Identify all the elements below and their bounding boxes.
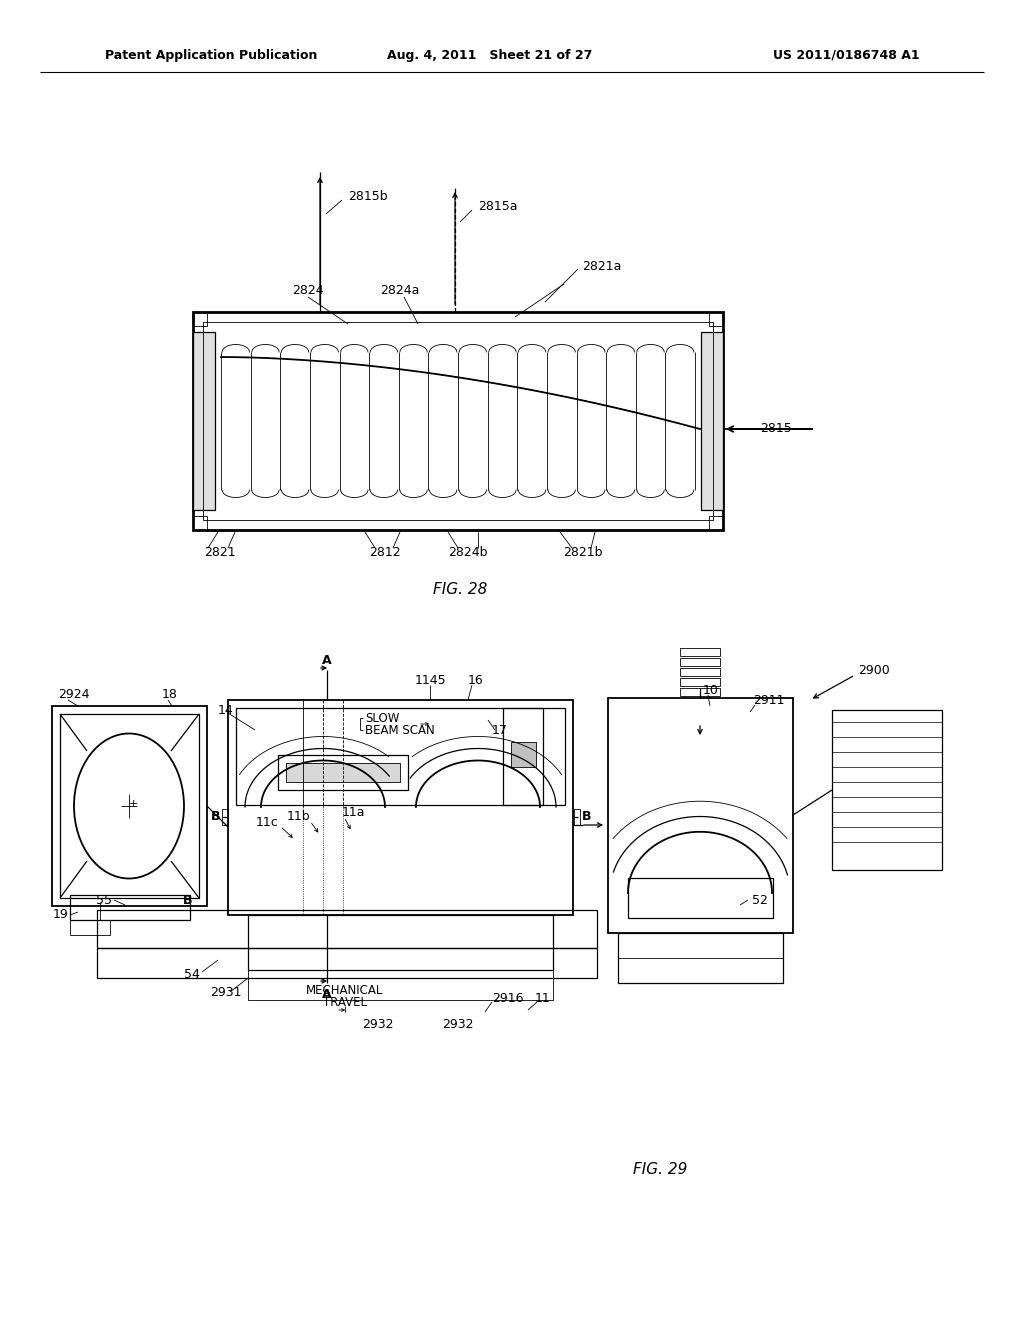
- Text: FIG. 29: FIG. 29: [633, 1163, 687, 1177]
- Bar: [60, 714, 199, 898]
- Text: 2824: 2824: [292, 284, 324, 297]
- Text: 14: 14: [218, 704, 233, 717]
- Text: 2900: 2900: [858, 664, 890, 676]
- Bar: [618, 933, 783, 983]
- Text: FIG. 28: FIG. 28: [433, 582, 487, 598]
- Text: 2932: 2932: [442, 1019, 474, 1031]
- Text: TRAVEL: TRAVEL: [323, 997, 367, 1010]
- Bar: [203, 322, 713, 520]
- Bar: [701, 333, 723, 510]
- Text: 2824b: 2824b: [449, 545, 487, 558]
- Text: 2916: 2916: [492, 991, 523, 1005]
- Text: 2821b: 2821b: [563, 545, 603, 558]
- Text: B: B: [582, 810, 592, 824]
- Bar: [709, 312, 723, 326]
- Text: 16: 16: [468, 673, 483, 686]
- Text: 11a: 11a: [342, 807, 366, 820]
- Text: B: B: [211, 810, 220, 824]
- Bar: [503, 708, 543, 805]
- Text: Aug. 4, 2011   Sheet 21 of 27: Aug. 4, 2011 Sheet 21 of 27: [387, 49, 593, 62]
- Bar: [52, 706, 207, 906]
- Text: A: A: [323, 989, 332, 1002]
- Text: 2815: 2815: [760, 422, 792, 436]
- Bar: [70, 920, 110, 935]
- Text: 1145: 1145: [414, 673, 445, 686]
- Text: 55: 55: [96, 894, 112, 907]
- Bar: [709, 516, 723, 531]
- Text: 11: 11: [535, 991, 551, 1005]
- Text: 19: 19: [52, 908, 68, 921]
- Bar: [70, 895, 190, 920]
- Text: B: B: [182, 894, 193, 907]
- Bar: [286, 763, 400, 781]
- Bar: [236, 708, 565, 805]
- Text: 2821a: 2821a: [582, 260, 622, 273]
- Bar: [680, 668, 720, 676]
- Bar: [680, 678, 720, 686]
- Bar: [222, 809, 228, 825]
- Bar: [248, 915, 553, 970]
- Text: BEAM SCAN: BEAM SCAN: [365, 723, 435, 737]
- Bar: [193, 312, 723, 531]
- Text: SLOW: SLOW: [365, 711, 399, 725]
- Text: 2924: 2924: [58, 689, 89, 701]
- Text: 2815b: 2815b: [348, 190, 388, 203]
- Bar: [574, 809, 580, 825]
- Text: Patent Application Publication: Patent Application Publication: [105, 49, 317, 62]
- Bar: [193, 516, 207, 531]
- Bar: [278, 755, 408, 789]
- Bar: [608, 698, 793, 933]
- Bar: [511, 742, 536, 767]
- Text: 11b: 11b: [287, 810, 310, 824]
- Text: A: A: [323, 653, 332, 667]
- Text: 11c: 11c: [255, 816, 278, 829]
- Bar: [628, 878, 773, 917]
- Bar: [680, 648, 720, 656]
- Text: 2911: 2911: [753, 693, 784, 706]
- Text: 18: 18: [162, 689, 178, 701]
- Bar: [680, 657, 720, 667]
- Text: 10: 10: [703, 684, 719, 697]
- Bar: [97, 909, 597, 948]
- Text: 2824a: 2824a: [380, 284, 420, 297]
- Text: 52: 52: [752, 894, 768, 907]
- Bar: [193, 333, 215, 510]
- Text: 2815a: 2815a: [478, 201, 517, 214]
- Text: 17: 17: [492, 723, 508, 737]
- Text: 2821: 2821: [204, 545, 236, 558]
- Bar: [831, 710, 942, 870]
- Text: +: +: [128, 799, 137, 809]
- Text: 2812: 2812: [370, 545, 400, 558]
- Text: US 2011/0186748 A1: US 2011/0186748 A1: [773, 49, 920, 62]
- Bar: [193, 312, 207, 326]
- Bar: [680, 688, 720, 696]
- Text: 54: 54: [184, 969, 200, 982]
- Text: 2932: 2932: [362, 1019, 394, 1031]
- Bar: [97, 948, 597, 978]
- Text: MECHANICAL: MECHANICAL: [306, 983, 384, 997]
- Bar: [248, 970, 553, 1001]
- Bar: [228, 700, 573, 915]
- Text: 2931: 2931: [210, 986, 242, 998]
